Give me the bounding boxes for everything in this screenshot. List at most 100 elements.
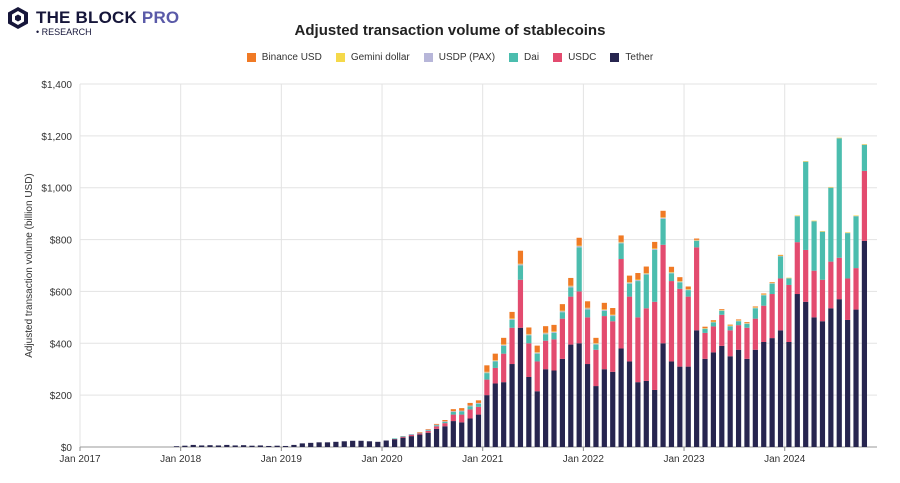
bar-segment-gemini-dollar bbox=[677, 281, 683, 282]
bar-segment-tether bbox=[232, 445, 238, 447]
bar-segment-tether bbox=[299, 443, 305, 447]
y-tick-label: $400 bbox=[50, 339, 73, 350]
bar-segment-usdp-pax bbox=[484, 372, 490, 374]
bar-segment-tether bbox=[341, 441, 347, 447]
legend-item-dai[interactable]: Dai bbox=[509, 52, 539, 63]
bar-segment-dai bbox=[392, 438, 398, 440]
legend-item-gemini-dollar[interactable]: Gemini dollar bbox=[335, 52, 410, 63]
legend-item-usdp[interactable]: USDP (PAX) bbox=[423, 52, 495, 63]
x-tick-label: Jan 2018 bbox=[160, 454, 202, 465]
bar-segment-tether bbox=[459, 422, 465, 447]
bar-segment-tether bbox=[803, 301, 809, 447]
y-tick-label: $600 bbox=[50, 287, 73, 298]
legend-item-binance-usd[interactable]: Binance USD bbox=[246, 52, 322, 63]
bar-segment-gemini-dollar bbox=[534, 352, 540, 353]
bar-segment-tether bbox=[240, 445, 247, 447]
bar-segment-tether bbox=[635, 382, 641, 447]
bar-segment-usdc bbox=[803, 249, 809, 302]
bar-segment-gemini-dollar bbox=[526, 333, 532, 335]
bar-segment-tether bbox=[190, 444, 196, 447]
bar-segment-usdc bbox=[618, 259, 624, 349]
bar-segment-dai bbox=[761, 295, 767, 306]
bar-segment-usdp-pax bbox=[593, 343, 599, 345]
bar-segment-binance-usd bbox=[484, 365, 490, 372]
bar-segment-tether bbox=[576, 343, 582, 447]
legend-swatch-usdc bbox=[553, 53, 563, 62]
bar-segment-gemini-dollar bbox=[492, 360, 498, 361]
bar-segment-binance-usd bbox=[710, 320, 717, 322]
bar-segment-tether bbox=[543, 369, 549, 447]
bar-segment-binance-usd bbox=[694, 238, 700, 240]
bar-segment-dai bbox=[559, 312, 565, 319]
bar-segment-binance-usd bbox=[727, 324, 733, 326]
bar-segment-usdp-pax bbox=[635, 279, 641, 282]
bar-segment-binance-usd bbox=[543, 326, 549, 333]
bar-segment-tether bbox=[677, 366, 683, 447]
bar-segment-tether bbox=[819, 321, 826, 447]
bar-segment-usdc bbox=[845, 278, 851, 320]
bar-segment-dai bbox=[660, 218, 666, 245]
bar-segment-gemini-dollar bbox=[652, 248, 658, 249]
bar-segment-binance-usd bbox=[450, 409, 456, 412]
bar-segment-usdc bbox=[752, 318, 758, 350]
bar-segment-gemini-dollar bbox=[517, 263, 524, 265]
bar-segment-dai bbox=[811, 221, 817, 271]
bar-segment-tether bbox=[794, 294, 800, 447]
bar-segment-gemini-dollar bbox=[803, 161, 809, 162]
bar-segment-usdc bbox=[601, 316, 607, 370]
bar-segment-binance-usd bbox=[433, 423, 440, 425]
y-tick-label: $800 bbox=[50, 236, 73, 247]
bar-segment-dai bbox=[643, 274, 649, 309]
bar-segment-dai bbox=[786, 278, 792, 285]
bar-segment-usdp-pax bbox=[643, 273, 649, 275]
bar-segment-usdc bbox=[450, 414, 456, 422]
bar-segment-usdc bbox=[400, 436, 406, 438]
bar-segment-tether bbox=[719, 345, 725, 447]
bar-segment-tether bbox=[282, 445, 289, 447]
legend-item-tether[interactable]: Tether bbox=[610, 52, 653, 63]
bar-segment-usdp-pax bbox=[694, 240, 700, 241]
bar-segment-gemini-dollar bbox=[618, 241, 624, 243]
bar-segment-tether bbox=[316, 442, 322, 447]
x-tick-label: Jan 2022 bbox=[563, 454, 605, 465]
bar-segment-tether bbox=[207, 445, 213, 447]
bar-segment-dai bbox=[735, 321, 742, 326]
bar-segment-usdc bbox=[425, 430, 431, 433]
bar-segment-dai bbox=[467, 406, 473, 410]
bar-segment-tether bbox=[517, 327, 524, 447]
y-axis-title: Adjusted transaction volume (billion USD… bbox=[24, 173, 35, 358]
bar-segment-usdc bbox=[652, 301, 658, 390]
bar-segment-dai bbox=[475, 403, 482, 407]
bar-segment-binance-usd bbox=[425, 429, 431, 430]
y-tick-label: $1,400 bbox=[41, 80, 72, 91]
bar-segment-tether bbox=[442, 426, 448, 447]
bar-segment-usdp-pax bbox=[660, 217, 666, 219]
legend-label-tether: Tether bbox=[625, 52, 654, 63]
bar-segment-tether bbox=[551, 370, 557, 447]
bar-segment-usdp-pax bbox=[761, 294, 767, 296]
bar-segment-gemini-dollar bbox=[593, 343, 599, 344]
bar-segment-binance-usd bbox=[442, 420, 448, 422]
bar-segment-usdc bbox=[719, 314, 725, 346]
bar-segment-dai bbox=[744, 323, 750, 328]
bar-segment-usdp-pax bbox=[450, 411, 456, 412]
bar-segment-usdp-pax bbox=[543, 332, 549, 335]
bar-segment-usdc bbox=[853, 268, 859, 310]
bar-segment-dai bbox=[576, 247, 582, 292]
bar-segment-tether bbox=[501, 382, 507, 447]
bar-segment-tether bbox=[626, 361, 633, 447]
legend-swatch-gemini-dollar bbox=[335, 53, 345, 62]
y-tick-label: $1,200 bbox=[41, 132, 72, 143]
legend-item-usdc[interactable]: USDC bbox=[553, 52, 596, 63]
bar-segment-dai bbox=[593, 344, 599, 350]
legend-swatch-binance-usd bbox=[246, 53, 256, 62]
legend-swatch-dai bbox=[509, 53, 519, 62]
y-tick-label: $0 bbox=[61, 443, 73, 454]
bar-segment-dai bbox=[694, 240, 700, 248]
bar-segment-gemini-dollar bbox=[543, 332, 549, 334]
bar-segment-usdp-pax bbox=[534, 352, 540, 354]
bar-segment-usdp-pax bbox=[735, 320, 742, 322]
bar-segment-dai bbox=[425, 430, 431, 431]
y-tick-label: $1,000 bbox=[41, 184, 72, 195]
bar-segment-dai bbox=[819, 231, 826, 280]
